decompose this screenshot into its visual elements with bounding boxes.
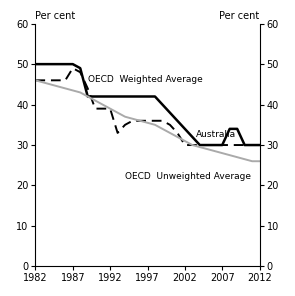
Text: OECD  Weighted Average: OECD Weighted Average — [88, 75, 202, 84]
Text: Per cent: Per cent — [219, 11, 260, 21]
Text: Per cent: Per cent — [35, 11, 76, 21]
Text: OECD  Unweighted Average: OECD Unweighted Average — [125, 173, 251, 181]
Text: Australia: Australia — [196, 130, 236, 139]
